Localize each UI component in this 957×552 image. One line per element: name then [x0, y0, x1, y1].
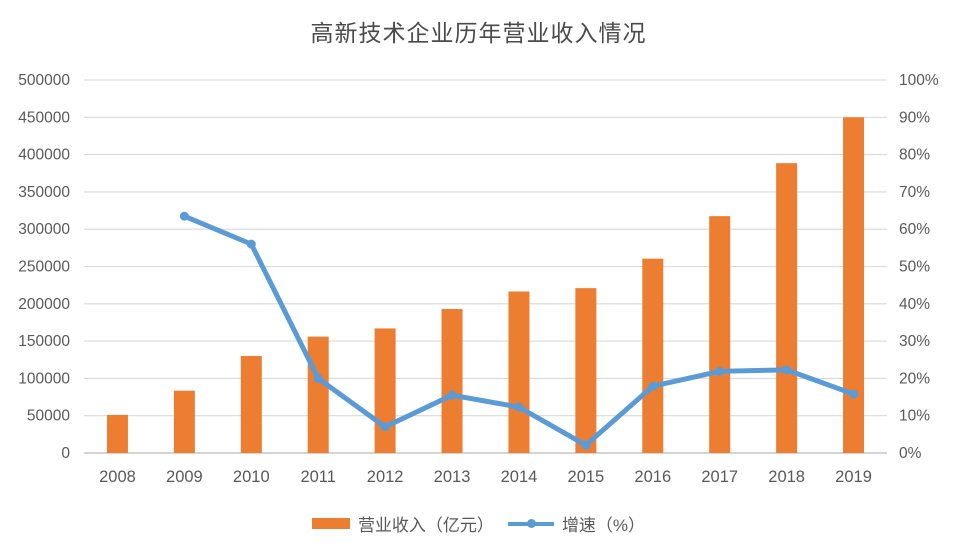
revenue-bar-swatch-icon [311, 517, 350, 529]
growth-line-marker[interactable] [380, 422, 390, 432]
x-axis-tick-label: 2009 [166, 468, 203, 486]
revenue-bar[interactable] [776, 163, 798, 453]
growth-line-marker[interactable] [849, 389, 859, 399]
secondary-axis-tick-label: 10% [899, 408, 930, 425]
y-axis-tick-label: 150000 [18, 333, 70, 350]
secondary-axis-tick-label: 50% [899, 259, 930, 276]
revenue-bar[interactable] [575, 288, 597, 453]
x-axis-tick-label: 2014 [501, 468, 538, 486]
revenue-bar[interactable] [843, 117, 865, 454]
secondary-axis-tick-label: 30% [899, 333, 930, 350]
secondary-axis-tick-label: 40% [899, 296, 930, 313]
y-axis-tick-label: 300000 [18, 221, 70, 238]
secondary-axis-tick-label: 60% [899, 221, 930, 238]
growth-line-marker[interactable] [648, 381, 658, 391]
x-axis-tick-label: 2013 [434, 468, 471, 486]
growth-line-marker[interactable] [313, 373, 323, 383]
growth-line-marker[interactable] [514, 402, 524, 412]
y-axis-tick-label: 0 [61, 445, 70, 462]
x-axis-tick-label: 2019 [835, 468, 872, 486]
revenue-bar[interactable] [508, 291, 530, 453]
x-axis-tick-label: 2017 [701, 468, 738, 486]
revenue-bar[interactable] [642, 258, 664, 453]
revenue-bar[interactable] [106, 414, 128, 453]
x-axis-tick-label: 2015 [568, 468, 605, 486]
secondary-axis-tick-label: 0% [899, 445, 922, 462]
y-axis-tick-label: 50000 [27, 408, 70, 425]
secondary-axis-tick-label: 80% [899, 147, 930, 164]
x-axis-tick-label: 2011 [300, 468, 335, 486]
revenue-bar[interactable] [240, 356, 262, 453]
legend: 营业收入（亿元） 增速（%） [0, 510, 957, 536]
secondary-axis-tick-label: 90% [899, 109, 930, 126]
secondary-axis-tick-label: 100% [899, 72, 939, 89]
y-axis-tick-label: 350000 [18, 184, 70, 201]
growth-line-swatch-icon [507, 518, 554, 529]
x-axis-tick-label: 2012 [367, 468, 404, 486]
revenue-bar[interactable] [173, 390, 195, 453]
legend-item-revenue[interactable]: 营业收入（亿元） [311, 511, 494, 536]
legend-label-revenue: 营业收入（亿元） [357, 515, 494, 535]
revenue-bar[interactable] [307, 336, 329, 453]
y-axis-tick-label: 400000 [18, 147, 70, 164]
secondary-axis-tick-label: 20% [899, 370, 930, 387]
revenue-bar[interactable] [374, 328, 396, 453]
y-axis-tick-label: 100000 [18, 370, 70, 387]
secondary-axis-tick-label: 70% [899, 184, 930, 201]
legend-item-growth[interactable]: 增速（%） [507, 511, 646, 536]
legend-label-growth: 增速（%） [561, 515, 646, 535]
x-axis-tick-label: 2016 [634, 468, 671, 486]
revenue-bar[interactable] [709, 216, 731, 453]
x-axis-tick-label: 2008 [99, 468, 136, 486]
chart-title: 高新技术企业历年营业收入情况 [310, 21, 647, 46]
y-axis-tick-label: 450000 [18, 109, 70, 126]
x-axis-tick-label: 2010 [233, 468, 270, 486]
growth-line-marker[interactable] [782, 365, 792, 375]
y-axis-tick-label: 250000 [18, 259, 70, 276]
y-axis-tick-label: 200000 [18, 296, 70, 313]
x-axis-tick-label: 2018 [768, 468, 805, 486]
revenue-bar[interactable] [441, 309, 463, 453]
growth-line-marker[interactable] [715, 366, 725, 376]
growth-line-marker[interactable] [246, 239, 256, 249]
growth-line-marker[interactable] [447, 390, 457, 400]
growth-line-marker[interactable] [581, 440, 591, 450]
growth-line-marker[interactable] [179, 211, 189, 221]
y-axis-tick-label: 500000 [18, 72, 70, 89]
